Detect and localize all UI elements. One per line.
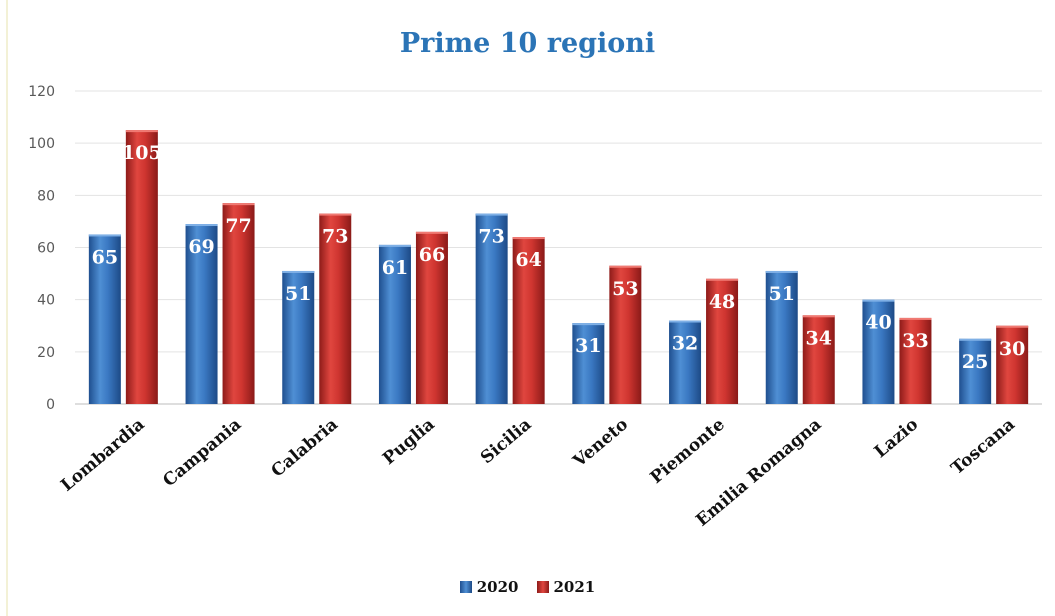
y-tick-label: 80 <box>37 188 55 204</box>
data-label: 77 <box>225 215 251 237</box>
bar-2020 <box>282 270 315 404</box>
bar-cap <box>862 299 895 302</box>
data-label: 105 <box>122 142 162 164</box>
legend-swatch-2020 <box>459 581 472 593</box>
data-label: 51 <box>285 283 311 305</box>
y-tick-label: 20 <box>37 345 55 361</box>
legend-item-2020: 2020 <box>459 578 519 596</box>
data-label: 64 <box>515 249 541 271</box>
bar-cap <box>572 323 605 326</box>
bar-2021 <box>706 278 739 404</box>
y-tick-label: 120 <box>28 84 55 100</box>
x-tick-label: Puglia <box>379 415 439 470</box>
bar-2021 <box>512 237 545 404</box>
bar-cap <box>185 224 218 227</box>
data-label: 65 <box>92 246 118 268</box>
y-tick-label: 60 <box>37 241 55 257</box>
data-labels: 65 105 69 77 51 73 61 66 73 64 31 53 32 48 51 34 40 33 25 3… <box>92 142 1026 373</box>
bar-cap <box>959 338 992 341</box>
y-tick-label: 0 <box>46 397 55 413</box>
x-tick-label: Lazio <box>871 415 922 463</box>
bar-2020 <box>475 213 508 404</box>
bar-2020 <box>862 299 895 404</box>
legend-swatch-2021 <box>536 581 549 593</box>
data-label: 40 <box>865 312 891 334</box>
bar-cap <box>996 325 1029 328</box>
gridlines <box>75 90 1042 405</box>
bar-cap <box>765 270 798 273</box>
bar-2020 <box>572 323 605 404</box>
x-tick-label: Toscana <box>948 415 1019 479</box>
bar-cap <box>475 213 508 216</box>
x-tick-label: Piemonte <box>647 414 729 488</box>
chart-title: Prime 10 regioni <box>399 28 656 59</box>
data-label: 48 <box>709 291 735 313</box>
bar-2021 <box>222 203 255 404</box>
bar-2021 <box>125 130 158 404</box>
bar-2020 <box>959 338 992 404</box>
x-tick-label: Campania <box>159 415 245 492</box>
bar-2020 <box>88 234 121 404</box>
legend-label-2021: 2021 <box>553 578 596 596</box>
bar-cap <box>415 231 448 234</box>
y-tick-label: 40 <box>37 293 55 309</box>
bar-2021 <box>415 231 448 404</box>
bar-2021 <box>802 315 835 404</box>
data-label: 66 <box>419 244 445 266</box>
bar-cap <box>899 317 932 320</box>
data-label: 61 <box>382 257 408 279</box>
bar-2021 <box>996 325 1029 404</box>
data-label: 73 <box>322 226 348 248</box>
bar-cap <box>319 213 352 216</box>
x-tick-label: Veneto <box>569 415 632 473</box>
x-tick-label: Calabria <box>268 415 342 482</box>
data-label: 73 <box>478 226 504 248</box>
bar-cap <box>222 203 255 206</box>
legend: 2020 2021 <box>0 578 1055 596</box>
legend-label-2020: 2020 <box>476 578 519 596</box>
data-label: 53 <box>612 278 638 300</box>
data-label: 32 <box>672 333 698 355</box>
bar-2020 <box>669 320 702 404</box>
bar-2021 <box>899 317 932 404</box>
legend-item-2021: 2021 <box>536 578 596 596</box>
bar-cap <box>282 270 315 273</box>
x-axis: Lombardia Campania Calabria Puglia Sicilia Ve… <box>57 414 1019 530</box>
left-rule <box>6 0 8 616</box>
data-label: 33 <box>902 330 928 352</box>
data-label: 31 <box>575 335 601 357</box>
bar-cap <box>125 130 158 133</box>
data-label: 34 <box>806 327 832 349</box>
bar-cap <box>88 234 121 237</box>
bar-cap <box>706 278 739 281</box>
bar-cap <box>802 315 835 318</box>
x-tick-label: Lombardia <box>57 415 148 496</box>
y-tick-label: 100 <box>28 136 55 152</box>
bar-cap <box>378 244 411 247</box>
bar-cap <box>669 320 702 323</box>
bar-2021 <box>609 265 642 404</box>
y-axis: 0 20 40 60 80 100 120 <box>28 84 55 413</box>
bar-2021 <box>319 213 352 404</box>
bars <box>88 130 1029 404</box>
bar-2020 <box>765 270 798 404</box>
bar-cap <box>609 265 642 268</box>
data-label: 30 <box>999 338 1025 360</box>
data-label: 25 <box>962 351 988 373</box>
x-tick-label: Sicilia <box>477 415 535 469</box>
data-label: 69 <box>188 236 214 258</box>
bar-2020 <box>378 244 411 404</box>
data-label: 51 <box>769 283 795 305</box>
bar-cap <box>512 237 545 240</box>
bar-2020 <box>185 224 218 404</box>
